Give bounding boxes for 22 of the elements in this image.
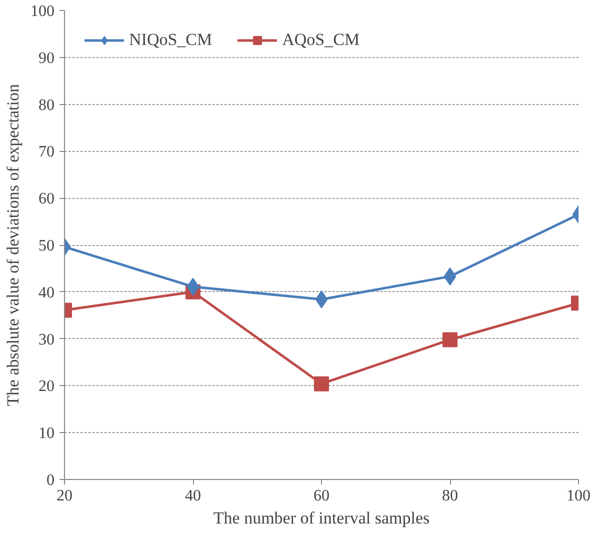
y-tick-label: 80 bbox=[38, 96, 54, 114]
y-tick-label: 70 bbox=[38, 144, 54, 161]
y-tick-label: 20 bbox=[38, 378, 54, 396]
y-tick-label: 50 bbox=[38, 238, 54, 254]
point bbox=[314, 376, 329, 392]
y-tick-label: 90 bbox=[38, 50, 54, 67]
x-tick-label: 20 bbox=[56, 488, 72, 504]
x-tick-label: 60 bbox=[314, 488, 330, 504]
legend-label: NIQoS_CM bbox=[129, 30, 212, 50]
y-axis-title: The absolute value of deviations of expectation bbox=[4, 84, 22, 406]
y-tick-label: 40 bbox=[38, 284, 54, 302]
x-tick-label: 100 bbox=[566, 488, 590, 504]
y-tick-label: 10 bbox=[38, 425, 54, 442]
y-tick-label: 100 bbox=[30, 3, 54, 20]
x-tick-label: 40 bbox=[185, 488, 201, 504]
point bbox=[315, 290, 328, 308]
legend-label: AQoS_CM bbox=[282, 30, 360, 50]
y-tick-label: 0 bbox=[46, 472, 54, 489]
y-tick-label: 30 bbox=[38, 331, 54, 348]
y-tick-label: 60 bbox=[38, 190, 54, 208]
x-tick-label: 80 bbox=[442, 488, 458, 504]
x-axis-title: The number of interval samples bbox=[213, 508, 430, 528]
